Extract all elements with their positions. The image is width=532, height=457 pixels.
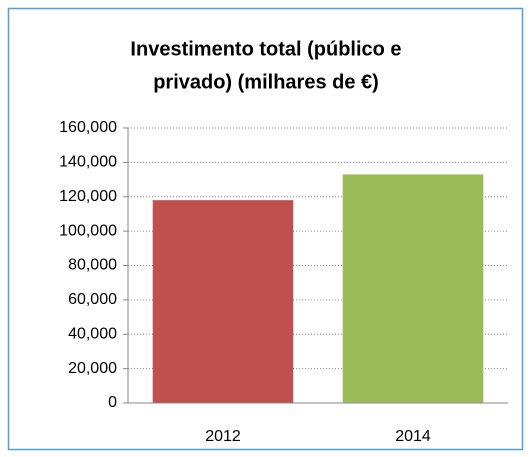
y-tick-label: 140,000 [59, 154, 117, 171]
y-tick-label: 80,000 [68, 257, 117, 274]
bar [152, 200, 294, 403]
chart-title: privado) (milhares de €) [153, 71, 379, 93]
x-tick-label: 2014 [395, 428, 431, 445]
x-tick-label: 2012 [205, 428, 241, 445]
y-tick-label: 20,000 [68, 360, 117, 377]
y-tick-label: 120,000 [59, 188, 117, 205]
y-tick-label: 60,000 [68, 291, 117, 308]
y-tick-label: 160,000 [59, 119, 117, 136]
y-tick-label: 100,000 [59, 222, 117, 239]
chart-title: Investimento total (público e [130, 38, 401, 60]
y-tick-label: 40,000 [68, 325, 117, 342]
y-tick-label: 0 [108, 394, 117, 411]
bar [342, 174, 484, 403]
